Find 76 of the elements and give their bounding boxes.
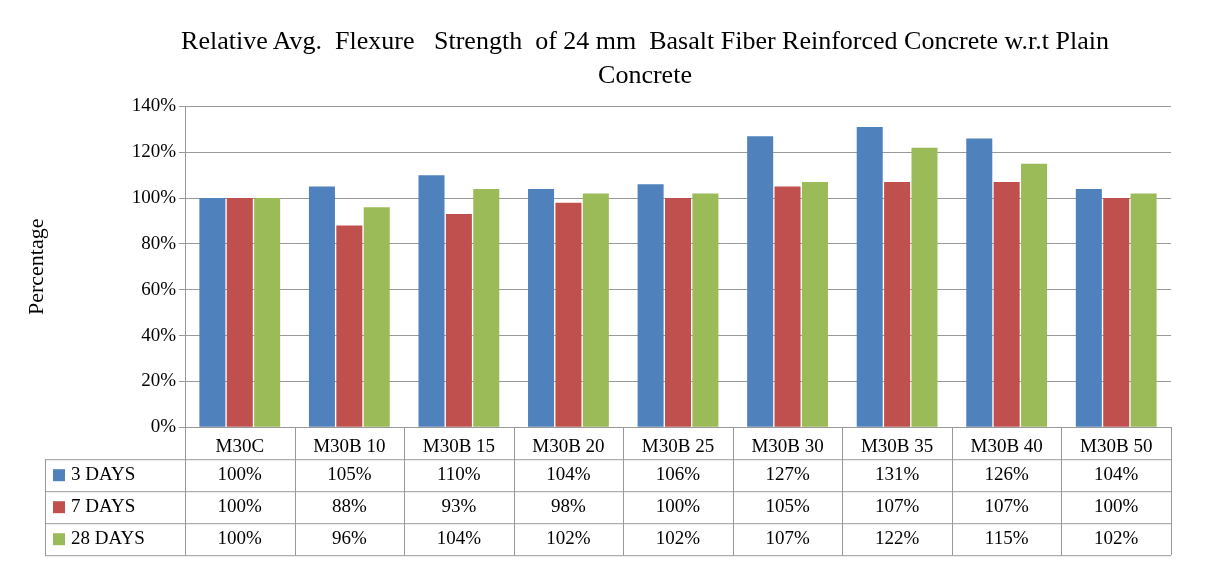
bar [308,186,335,427]
data-label: 100% [655,495,701,517]
data-label: 100% [217,463,263,485]
data-label: 104% [1094,463,1139,485]
y-axis-title: Percentage [22,218,48,316]
bar [226,198,253,427]
bar [692,193,719,427]
data-label: 102% [655,527,701,549]
bar [664,198,692,427]
bar [336,225,363,427]
x-tick-label: M30C [215,434,265,456]
bar [993,182,1020,427]
data-label: 93% [441,495,477,517]
data-label: 110% [437,463,481,485]
bar [1130,193,1157,427]
data-label: 88% [331,495,367,517]
data-label: 96% [331,527,367,549]
data-label: 98% [551,495,587,517]
data-label: 104% [436,527,482,549]
x-tick-label: M30B 25 [641,434,715,456]
y-tick-label: 140% [131,94,177,116]
y-tick-label: 80% [141,231,177,253]
bar [1103,198,1130,427]
bar [528,188,555,427]
bar [747,136,774,427]
data-label: 131% [874,463,920,485]
y-tick-label: 20% [141,369,177,391]
bar [966,138,993,427]
data-label: 107% [874,495,920,517]
bar [363,207,390,427]
bar [774,186,801,427]
data-label: 105% [327,463,372,485]
bar [856,127,883,427]
bar [1021,163,1048,427]
data-label: 115% [984,527,1029,549]
data-label: 102% [1094,527,1139,549]
y-tick-label: 120% [131,140,177,162]
y-tick-label: 40% [141,323,177,345]
x-tick-label: M30B 15 [422,434,496,456]
data-label: 100% [1094,495,1139,517]
data-label: 122% [874,527,920,549]
bar [801,182,828,427]
bar [1075,188,1102,427]
bar [199,198,226,427]
bar [473,188,500,427]
data-label: 100% [217,495,263,517]
legend-label: 3 DAYS [71,463,136,485]
bar [418,175,445,427]
x-tick-label: M30B 20 [532,434,605,456]
bar [254,198,281,427]
bar [445,214,472,427]
x-tick-label: M30B 40 [970,434,1043,456]
data-label: 102% [546,527,591,549]
x-tick-label: M30B 50 [1080,434,1153,456]
bar [884,182,911,427]
x-tick-label: M30B 10 [313,434,386,456]
bar [637,184,664,427]
y-tick-label: 60% [141,277,177,299]
x-tick-label: M30B 35 [860,434,934,456]
bar [555,202,582,427]
legend-label: 7 DAYS [71,495,136,517]
legend-label: 28 DAYS [71,527,145,549]
data-label: 107% [984,495,1029,517]
data-label: 100% [217,527,263,549]
data-label: 126% [984,463,1029,485]
data-label: 105% [765,495,810,517]
bar [582,193,609,427]
chart-title: Relative Avg. Flexure Strength of 24 mm Basalt Fiber Reinforced Concrete w.r.t Plain Concrete [180,25,1110,91]
y-tick-label: 100% [131,186,177,208]
data-label: 104% [546,463,591,485]
bar [911,147,938,427]
y-tick-label: 0% [150,415,177,437]
x-tick-label: M30B 30 [751,434,824,456]
data-label: 127% [765,463,810,485]
data-label: 106% [655,463,701,485]
data-label: 107% [765,527,810,549]
